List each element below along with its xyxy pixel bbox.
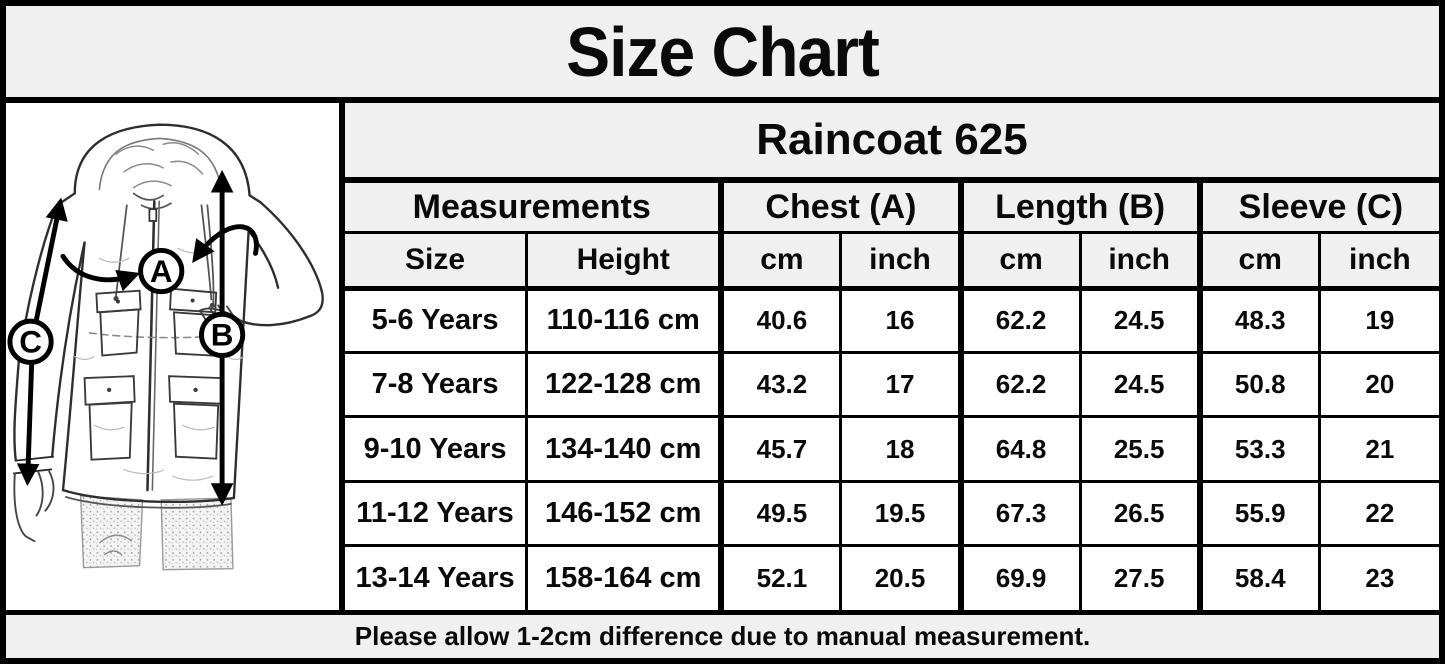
size-cell: 5-6 Years: [345, 286, 529, 354]
size-table-panel: Raincoat 625 Measurements Chest (A) Leng…: [345, 103, 1439, 610]
subheader-chest-cm: cm: [718, 231, 843, 291]
group-header-sleeve: Sleeve (C): [1196, 178, 1439, 235]
subheader-sleeve-cm: cm: [1196, 231, 1321, 291]
subheader-length-cm: cm: [957, 231, 1082, 291]
subheader-length-inch: inch: [1078, 231, 1202, 291]
length-label-circle: [199, 311, 246, 358]
table-row: 11-12 Years 146-152 cm 49.5 19.5 67.3 26…: [345, 479, 1439, 548]
chest-inch-cell: 16: [839, 286, 963, 354]
chest-inch-cell: 17: [839, 350, 963, 419]
chest-cm-cell: 45.7: [718, 415, 843, 483]
sleeve-inch-cell: 22: [1317, 479, 1439, 548]
chest-inch-cell: 20.5: [839, 544, 963, 610]
group-header-length: Length (B): [957, 178, 1202, 235]
height-cell: 158-164 cm: [525, 544, 723, 610]
chest-inch-cell: 18: [839, 415, 963, 483]
sleeve-inch-cell: 19: [1317, 286, 1439, 354]
content-area: A B C Raincoat 625: [6, 103, 1439, 610]
subheader-chest-inch: inch: [839, 231, 963, 291]
chest-cm-cell: 49.5: [718, 479, 843, 548]
height-cell: 110-116 cm: [525, 286, 723, 354]
raincoat-diagram: A B C: [7, 123, 324, 571]
length-cm-cell: 62.2: [957, 286, 1082, 354]
sleeve-label-circle: [7, 318, 54, 365]
chest-label: A: [150, 254, 173, 289]
size-cell: 9-10 Years: [345, 415, 529, 483]
chest-arrow-right: [192, 224, 259, 264]
height-cell: 146-152 cm: [525, 479, 723, 548]
size-cell: 7-8 Years: [345, 350, 529, 419]
length-inch-cell: 24.5: [1078, 286, 1202, 354]
subheader-height: Height: [525, 231, 723, 291]
title-band: Size Chart: [6, 6, 1439, 103]
footer-note: Please allow 1-2cm difference due to man…: [354, 621, 1091, 651]
page-title: Size Chart: [566, 12, 880, 91]
table-row: 5-6 Years 110-116 cm 40.6 16 62.2 24.5 4…: [345, 286, 1439, 354]
arrow-labels: A B C: [7, 247, 246, 365]
legs-sketch: [79, 495, 234, 571]
table-row: 13-14 Years 158-164 cm 52.1 20.5 69.9 27…: [345, 544, 1439, 610]
group-header-chest: Chest (A): [718, 178, 963, 235]
zipper-pull: [148, 208, 158, 222]
length-inch-cell: 26.5: [1078, 479, 1202, 548]
height-cell: 122-128 cm: [525, 350, 723, 419]
length-inch-cell: 27.5: [1078, 544, 1202, 610]
size-table: Raincoat 625 Measurements Chest (A) Leng…: [345, 103, 1439, 610]
group-header-measurements: Measurements: [345, 178, 723, 235]
sleeve-cm-cell: 48.3: [1196, 286, 1321, 354]
length-inch-cell: 24.5: [1078, 350, 1202, 419]
length-label: B: [211, 318, 234, 353]
height-cell: 134-140 cm: [525, 415, 723, 483]
length-cm-cell: 64.8: [957, 415, 1082, 483]
length-cm-cell: 69.9: [957, 544, 1082, 610]
sleeve-inch-cell: 21: [1317, 415, 1439, 483]
sleeve-cm-cell: 50.8: [1196, 350, 1321, 419]
sleeve-label: C: [19, 325, 42, 360]
size-cell: 11-12 Years: [345, 479, 529, 548]
jacket-body-sketch: [12, 192, 324, 543]
sleeve-cm-cell: 53.3: [1196, 415, 1321, 483]
raincoat-diagram-panel: A B C: [6, 103, 345, 610]
product-name: Raincoat 625: [345, 103, 1439, 184]
subheader-sleeve-inch: inch: [1317, 231, 1439, 291]
length-inch-cell: 25.5: [1078, 415, 1202, 483]
table-row: 7-8 Years 122-128 cm 43.2 17 62.2 24.5 5…: [345, 350, 1439, 419]
length-cm-cell: 67.3: [957, 479, 1082, 548]
sleeve-cm-cell: 58.4: [1196, 544, 1321, 610]
chest-inch-cell: 19.5: [839, 479, 963, 548]
table-row: 9-10 Years 134-140 cm 45.7 18 64.8 25.5 …: [345, 415, 1439, 483]
subheader-size: Size: [345, 231, 529, 291]
chest-cm-cell: 52.1: [718, 544, 843, 610]
size-cell: 13-14 Years: [345, 544, 529, 610]
sleeve-inch-cell: 23: [1317, 544, 1439, 610]
sleeve-inch-cell: 20: [1317, 350, 1439, 419]
chest-cm-cell: 43.2: [718, 350, 843, 419]
chest-label-circle: [138, 247, 185, 295]
footer-band: Please allow 1-2cm difference due to man…: [6, 610, 1439, 658]
sleeve-cm-cell: 55.9: [1196, 479, 1321, 548]
chest-cm-cell: 40.6: [718, 286, 843, 354]
length-cm-cell: 62.2: [957, 350, 1082, 419]
